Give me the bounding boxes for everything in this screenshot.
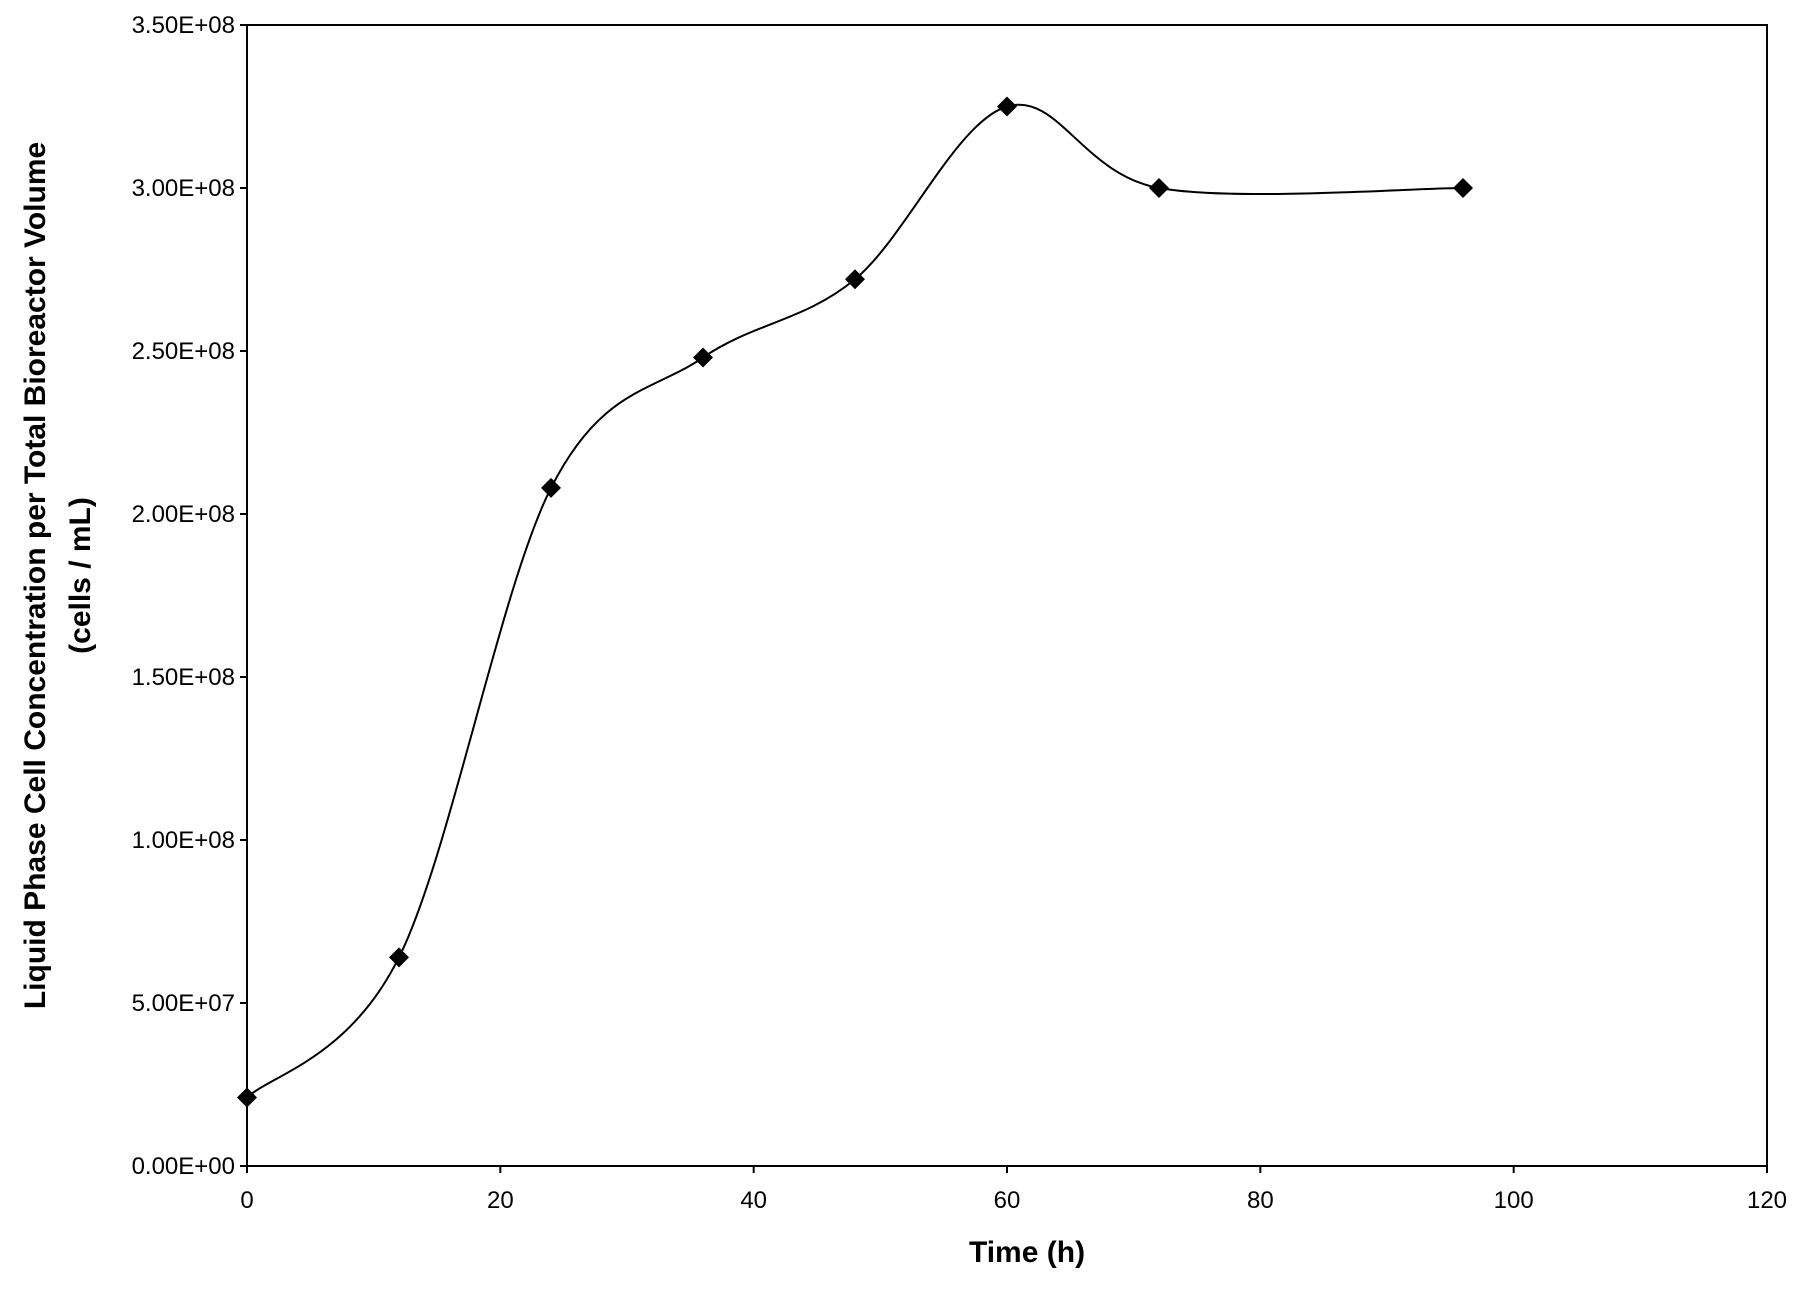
x-tick-label: 120 (1747, 1187, 1787, 1214)
x-axis-title: Time (h) (969, 1236, 1085, 1269)
y-tick-label: 0.00E+00 (132, 1153, 235, 1180)
x-tick-label: 0 (240, 1187, 253, 1214)
y-tick-label: 5.00E+07 (132, 990, 235, 1017)
y-tick-label: 3.00E+08 (132, 175, 235, 202)
plot-area (247, 25, 1767, 1166)
x-tick-label: 80 (1247, 1187, 1274, 1214)
x-tick-label: 100 (1494, 1187, 1534, 1214)
chart: 0.00E+00 5.00E+07 1.00E+08 1.50E+08 2.00E+08… (0, 0, 1797, 1299)
y-axis-title-line-2: (cells / mL) (64, 497, 97, 654)
y-tick-label: 1.50E+08 (132, 664, 235, 691)
y-axis-title-line-1: Liquid Phase Cell Concentration per Tota… (19, 142, 52, 1009)
y-tick-label: 2.00E+08 (132, 501, 235, 528)
y-tick-label: 3.50E+08 (132, 12, 235, 39)
x-tick-label: 60 (994, 1187, 1021, 1214)
y-tick-label: 2.50E+08 (132, 338, 235, 365)
x-tick-label: 40 (740, 1187, 767, 1214)
x-tick-label: 20 (487, 1187, 514, 1214)
y-tick-label: 1.00E+08 (132, 827, 235, 854)
